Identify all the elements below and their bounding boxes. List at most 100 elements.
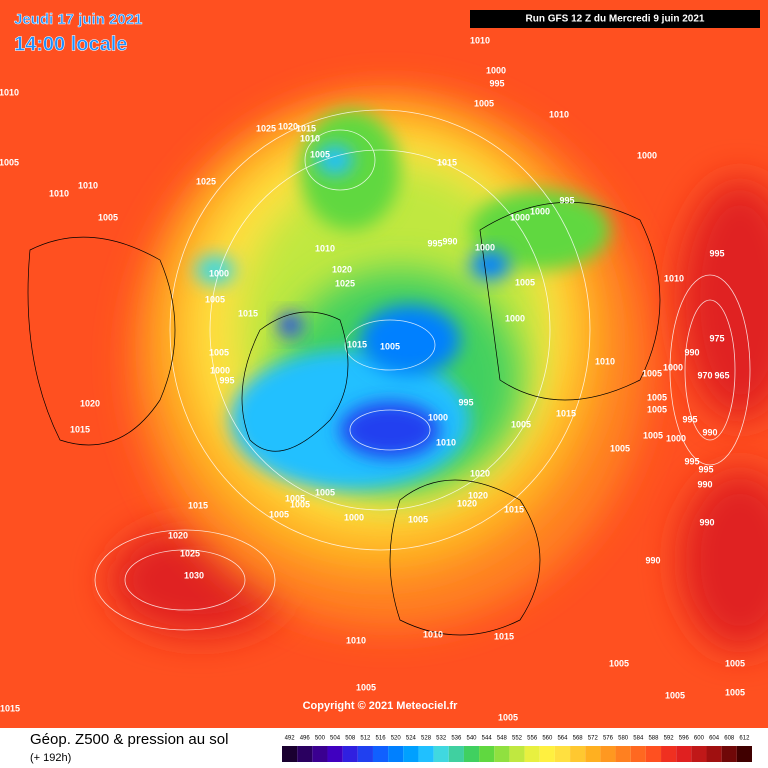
isobar-label: 1000 bbox=[505, 313, 525, 323]
colorbar-swatch bbox=[554, 746, 571, 762]
colorbar-swatch bbox=[570, 746, 586, 762]
colorbar-label: 560 bbox=[542, 736, 553, 742]
isobar-label: 970 bbox=[697, 370, 712, 380]
isobar-label: 1015 bbox=[188, 500, 208, 510]
colorbar-label: 580 bbox=[618, 736, 629, 742]
isobar-label: 1005 bbox=[356, 682, 376, 692]
isobar-label: 1015 bbox=[296, 123, 316, 133]
colorbar-swatch bbox=[418, 746, 434, 762]
isobar-label: 1005 bbox=[285, 493, 305, 503]
isobar-label: 995 bbox=[219, 375, 234, 385]
isobar-label: 1015 bbox=[556, 408, 576, 418]
colorbar-label: 524 bbox=[406, 736, 417, 742]
isobar-label: 1010 bbox=[49, 188, 69, 198]
colorbar-label: 552 bbox=[512, 736, 523, 742]
colorbar-swatch bbox=[494, 746, 510, 762]
colorbar-swatch bbox=[706, 746, 722, 762]
isobar-label: 1010 bbox=[78, 180, 98, 190]
isobar-label: 1005 bbox=[290, 499, 310, 509]
isobar-label: 995 bbox=[458, 397, 473, 407]
colorbar-label: 496 bbox=[300, 736, 311, 742]
isobar-label: 1015 bbox=[347, 339, 367, 349]
isobar-label: 1020 bbox=[278, 121, 298, 131]
colorbar-label: 528 bbox=[421, 736, 432, 742]
isobar-label: 975 bbox=[709, 333, 724, 343]
isobar-label: 1015 bbox=[504, 504, 524, 514]
colorbar-label: 544 bbox=[482, 736, 493, 742]
isobar-label: 995 bbox=[427, 238, 442, 248]
colorbar-swatch bbox=[509, 746, 525, 762]
coastlines bbox=[27, 201, 661, 636]
colorbar-swatch bbox=[342, 746, 358, 762]
colorbar-swatch bbox=[297, 746, 313, 762]
isobar-label: 995 bbox=[709, 248, 724, 258]
colorbar-swatch bbox=[736, 746, 752, 762]
isobar-label: 1010 bbox=[664, 273, 684, 283]
isobar-label: 1010 bbox=[470, 35, 490, 45]
isobar-label: 995 bbox=[559, 195, 574, 205]
isobar-label: 1020 bbox=[468, 490, 488, 500]
colorbar-swatch bbox=[388, 746, 404, 762]
colorbar-label: 600 bbox=[694, 736, 705, 742]
colorbar-swatch bbox=[282, 746, 298, 762]
isobar-label: 1030 bbox=[184, 570, 204, 580]
isobar-label: 1015 bbox=[437, 157, 457, 167]
isobar-label: 1020 bbox=[168, 530, 188, 540]
colorbar-swatch bbox=[357, 746, 373, 762]
isobar-label: 1005 bbox=[609, 658, 629, 668]
isobar-label: 1005 bbox=[642, 368, 662, 378]
isobar-label: 1025 bbox=[256, 123, 276, 133]
colorbar-label: 536 bbox=[451, 736, 462, 742]
isobar-label: 1000 bbox=[510, 212, 530, 222]
isobar-label: 1005 bbox=[515, 277, 535, 287]
colorbar-label: 504 bbox=[330, 736, 341, 742]
colorbar-label: 516 bbox=[376, 736, 387, 742]
colorbar-swatch bbox=[691, 746, 707, 762]
isobar-label: 1010 bbox=[300, 133, 320, 143]
colorbar-label: 572 bbox=[588, 736, 599, 742]
colorbar-swatch bbox=[661, 746, 677, 762]
isobar-label: 1005 bbox=[643, 430, 663, 440]
colorbar-swatch bbox=[600, 746, 616, 762]
colorbar-swatch bbox=[463, 746, 480, 762]
copyright: Copyright © 2021 Meteociel.fr bbox=[303, 700, 459, 712]
isobar-label: 1005 bbox=[269, 509, 289, 519]
colorbar-swatch bbox=[615, 746, 631, 762]
colorbar-swatch bbox=[312, 746, 328, 762]
colorbar-swatch bbox=[539, 746, 555, 762]
colorbar-label: 520 bbox=[391, 736, 402, 742]
colorbar-label: 588 bbox=[648, 736, 659, 742]
colorbar-swatch bbox=[585, 746, 601, 762]
isobar-label: 995 bbox=[489, 78, 504, 88]
isobar-label: 1020 bbox=[470, 468, 490, 478]
legend-subtitle: (+ 192h) bbox=[30, 752, 71, 764]
colorbar-label: 608 bbox=[724, 736, 735, 742]
colorbar-swatch bbox=[676, 746, 692, 762]
isobar-label: 1005 bbox=[647, 392, 667, 402]
isobar-label: 1005 bbox=[725, 687, 745, 697]
colorbar-label: 556 bbox=[527, 736, 538, 742]
isobar-label: 1005 bbox=[498, 712, 518, 722]
isobar-label: 995 bbox=[698, 464, 713, 474]
field bbox=[0, 0, 768, 728]
isobar-label: 1005 bbox=[408, 514, 428, 524]
isobar-label: 1025 bbox=[335, 278, 355, 288]
colorbar-swatch bbox=[327, 746, 343, 762]
colorbar-label: 604 bbox=[709, 736, 720, 742]
run-info: Run GFS 12 Z du Mercredi 9 juin 2021 bbox=[526, 14, 705, 25]
colorbar-swatch bbox=[433, 746, 449, 762]
isobar-label: 1005 bbox=[665, 690, 685, 700]
colorbar-swatch bbox=[524, 746, 540, 762]
colorbar-swatch bbox=[448, 746, 464, 762]
isobar-label: 990 bbox=[699, 517, 714, 527]
isobar-label: 1005 bbox=[98, 212, 118, 222]
isobar-label: 1010 bbox=[423, 629, 443, 639]
isobar-label: 1000 bbox=[210, 365, 230, 375]
colorbar-label: 492 bbox=[285, 736, 296, 742]
isobars bbox=[94, 109, 751, 631]
isobar-label: 990 bbox=[645, 555, 660, 565]
isobar-label: 1000 bbox=[475, 242, 495, 252]
date: Jeudi 17 juin 2021 bbox=[14, 11, 142, 28]
isobar-label: 1005 bbox=[0, 157, 19, 167]
